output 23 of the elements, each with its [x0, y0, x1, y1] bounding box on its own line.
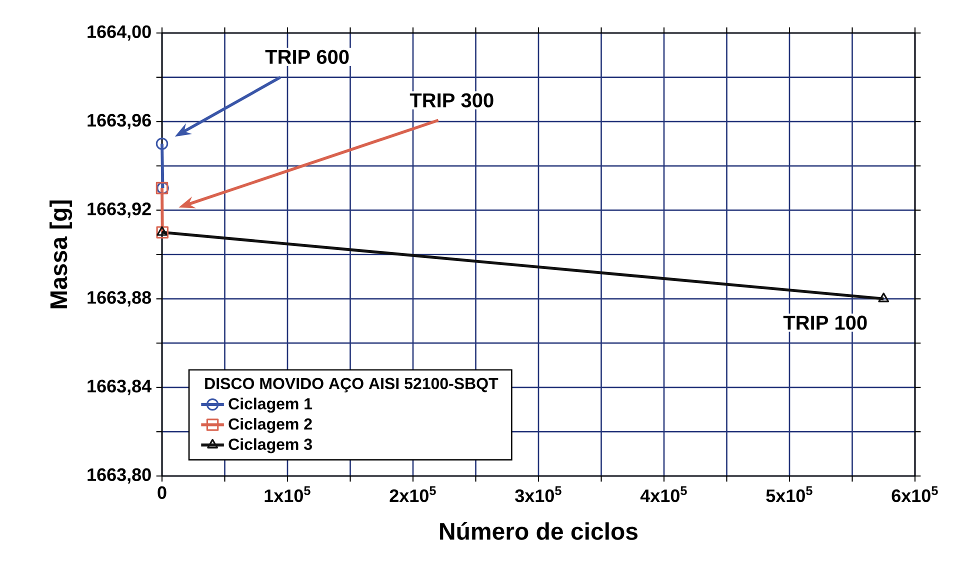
annotation: TRIP 300: [410, 93, 494, 108]
x-tick-label: 3x10$^{5}$: [515, 486, 562, 502]
legend-label: Ciclagem 1: [228, 398, 312, 413]
x-tick-label: 5x10$^{5}$: [766, 486, 812, 502]
x-tick-label: 2x10$^{5}$: [390, 486, 436, 502]
y-tick-label: 1664,00: [88, 25, 151, 41]
legend-title: DISCO MOVIDO AÇO AISI 52100-SBQT: [205, 378, 498, 392]
y-tick-label: 1663,88: [88, 291, 152, 306]
y-tick-label: 1663,84: [88, 380, 152, 396]
y-tick-label: 1663,96: [88, 114, 151, 130]
y-tick-label: 1663,92: [88, 202, 151, 218]
x-axis-title: Número de ciclos: [440, 522, 638, 540]
legend-label: Ciclagem 3: [228, 438, 312, 454]
x-tick-label: 0: [158, 486, 166, 500]
x-tick-label: 1x10$^{5}$: [264, 486, 310, 502]
annotation: TRIP 600: [265, 50, 349, 64]
y-axis-title: Massa [g]: [50, 200, 72, 308]
annotation: TRIP 100: [783, 316, 867, 330]
legend-label: Ciclagem 2: [228, 418, 312, 433]
x-tick-label: 4x10$^{5}$: [640, 486, 687, 502]
x-tick-label: 6x10$^{5}$: [892, 486, 938, 502]
point: [156, 138, 168, 150]
y-tick-label: 1663,80: [88, 468, 151, 484]
